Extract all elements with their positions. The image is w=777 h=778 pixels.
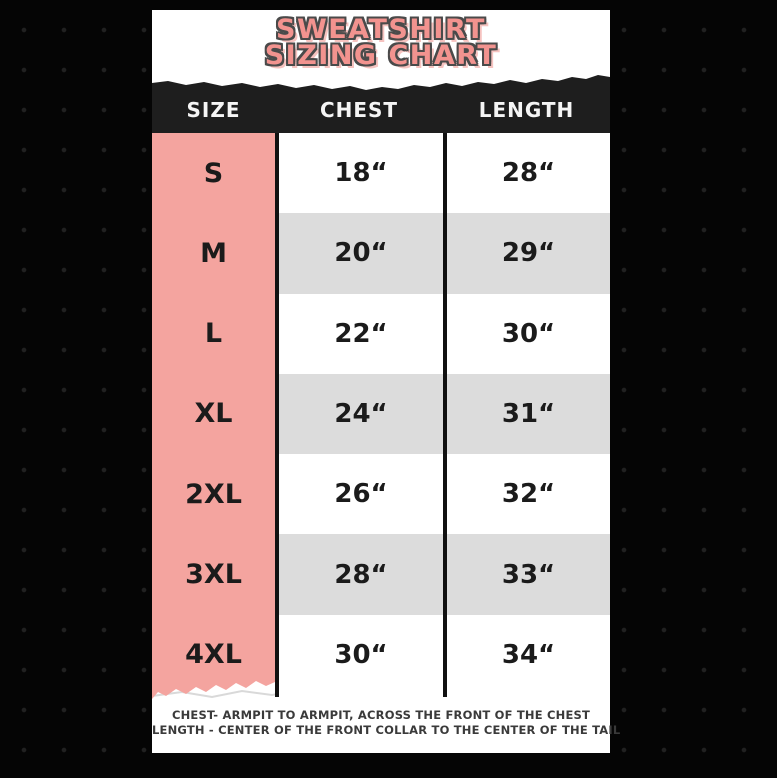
size-column: S M L XL 2XL 3XL 4XL bbox=[152, 133, 275, 699]
length-cell: 29“ bbox=[447, 213, 610, 294]
length-cell: 33“ bbox=[447, 534, 610, 615]
chest-cell: 26“ bbox=[279, 454, 443, 535]
column-divider bbox=[443, 133, 447, 697]
table-header-row: SIZE CHEST LENGTH bbox=[152, 75, 610, 133]
size-cell: 4XL bbox=[185, 639, 242, 671]
size-cell: M bbox=[200, 237, 227, 269]
chest-cell: 28“ bbox=[279, 534, 443, 615]
title-line-1: SWEATSHIRT bbox=[276, 14, 486, 45]
chest-cell: 22“ bbox=[279, 293, 443, 374]
measurement-notes: CHEST- ARMPIT TO ARMPIT, ACROSS THE FRON… bbox=[152, 708, 621, 738]
length-cell: 28“ bbox=[447, 133, 610, 214]
chest-cell: 30“ bbox=[279, 614, 443, 695]
length-cell: 31“ bbox=[447, 373, 610, 455]
chest-cell: 20“ bbox=[279, 213, 443, 294]
length-column: 28“ 29“ 30“ 31“ 32“ 33“ 34“ bbox=[447, 133, 610, 695]
chest-note: CHEST- ARMPIT TO ARMPIT, ACROSS THE FRON… bbox=[171, 708, 591, 722]
size-rows: S M L XL 2XL 3XL 4XL bbox=[152, 133, 275, 695]
size-cell: L bbox=[204, 318, 223, 350]
header-length: LENGTH bbox=[478, 98, 575, 122]
size-cell: 3XL bbox=[185, 559, 242, 591]
length-cell: 34“ bbox=[447, 614, 610, 695]
page-title: SWEATSHIRT SIZING CHART bbox=[152, 14, 610, 71]
title-line-2: SIZING CHART bbox=[264, 40, 498, 71]
size-cell: 2XL bbox=[185, 478, 242, 510]
size-cell: XL bbox=[194, 398, 233, 430]
length-cell: 32“ bbox=[447, 454, 610, 535]
column-divider bbox=[275, 133, 279, 697]
size-cell: S bbox=[203, 157, 224, 189]
header-size: SIZE bbox=[186, 98, 241, 122]
length-note: LENGTH - CENTER OF THE FRONT COLLAR TO T… bbox=[152, 723, 621, 737]
length-cell: 30“ bbox=[447, 293, 610, 374]
sizing-chart-card: SWEATSHIRT SIZING CHART SIZE CHEST LENGT… bbox=[152, 10, 621, 753]
chest-column: 18“ 20“ 22“ 24“ 26“ 28“ 30“ bbox=[279, 133, 443, 695]
chest-cell: 18“ bbox=[279, 133, 443, 214]
chest-cell: 24“ bbox=[279, 373, 443, 455]
measurement-columns: 18“ 20“ 22“ 24“ 26“ 28“ 30“ 28“ 29“ 30“ … bbox=[279, 133, 610, 695]
header-chest: CHEST bbox=[319, 98, 399, 122]
